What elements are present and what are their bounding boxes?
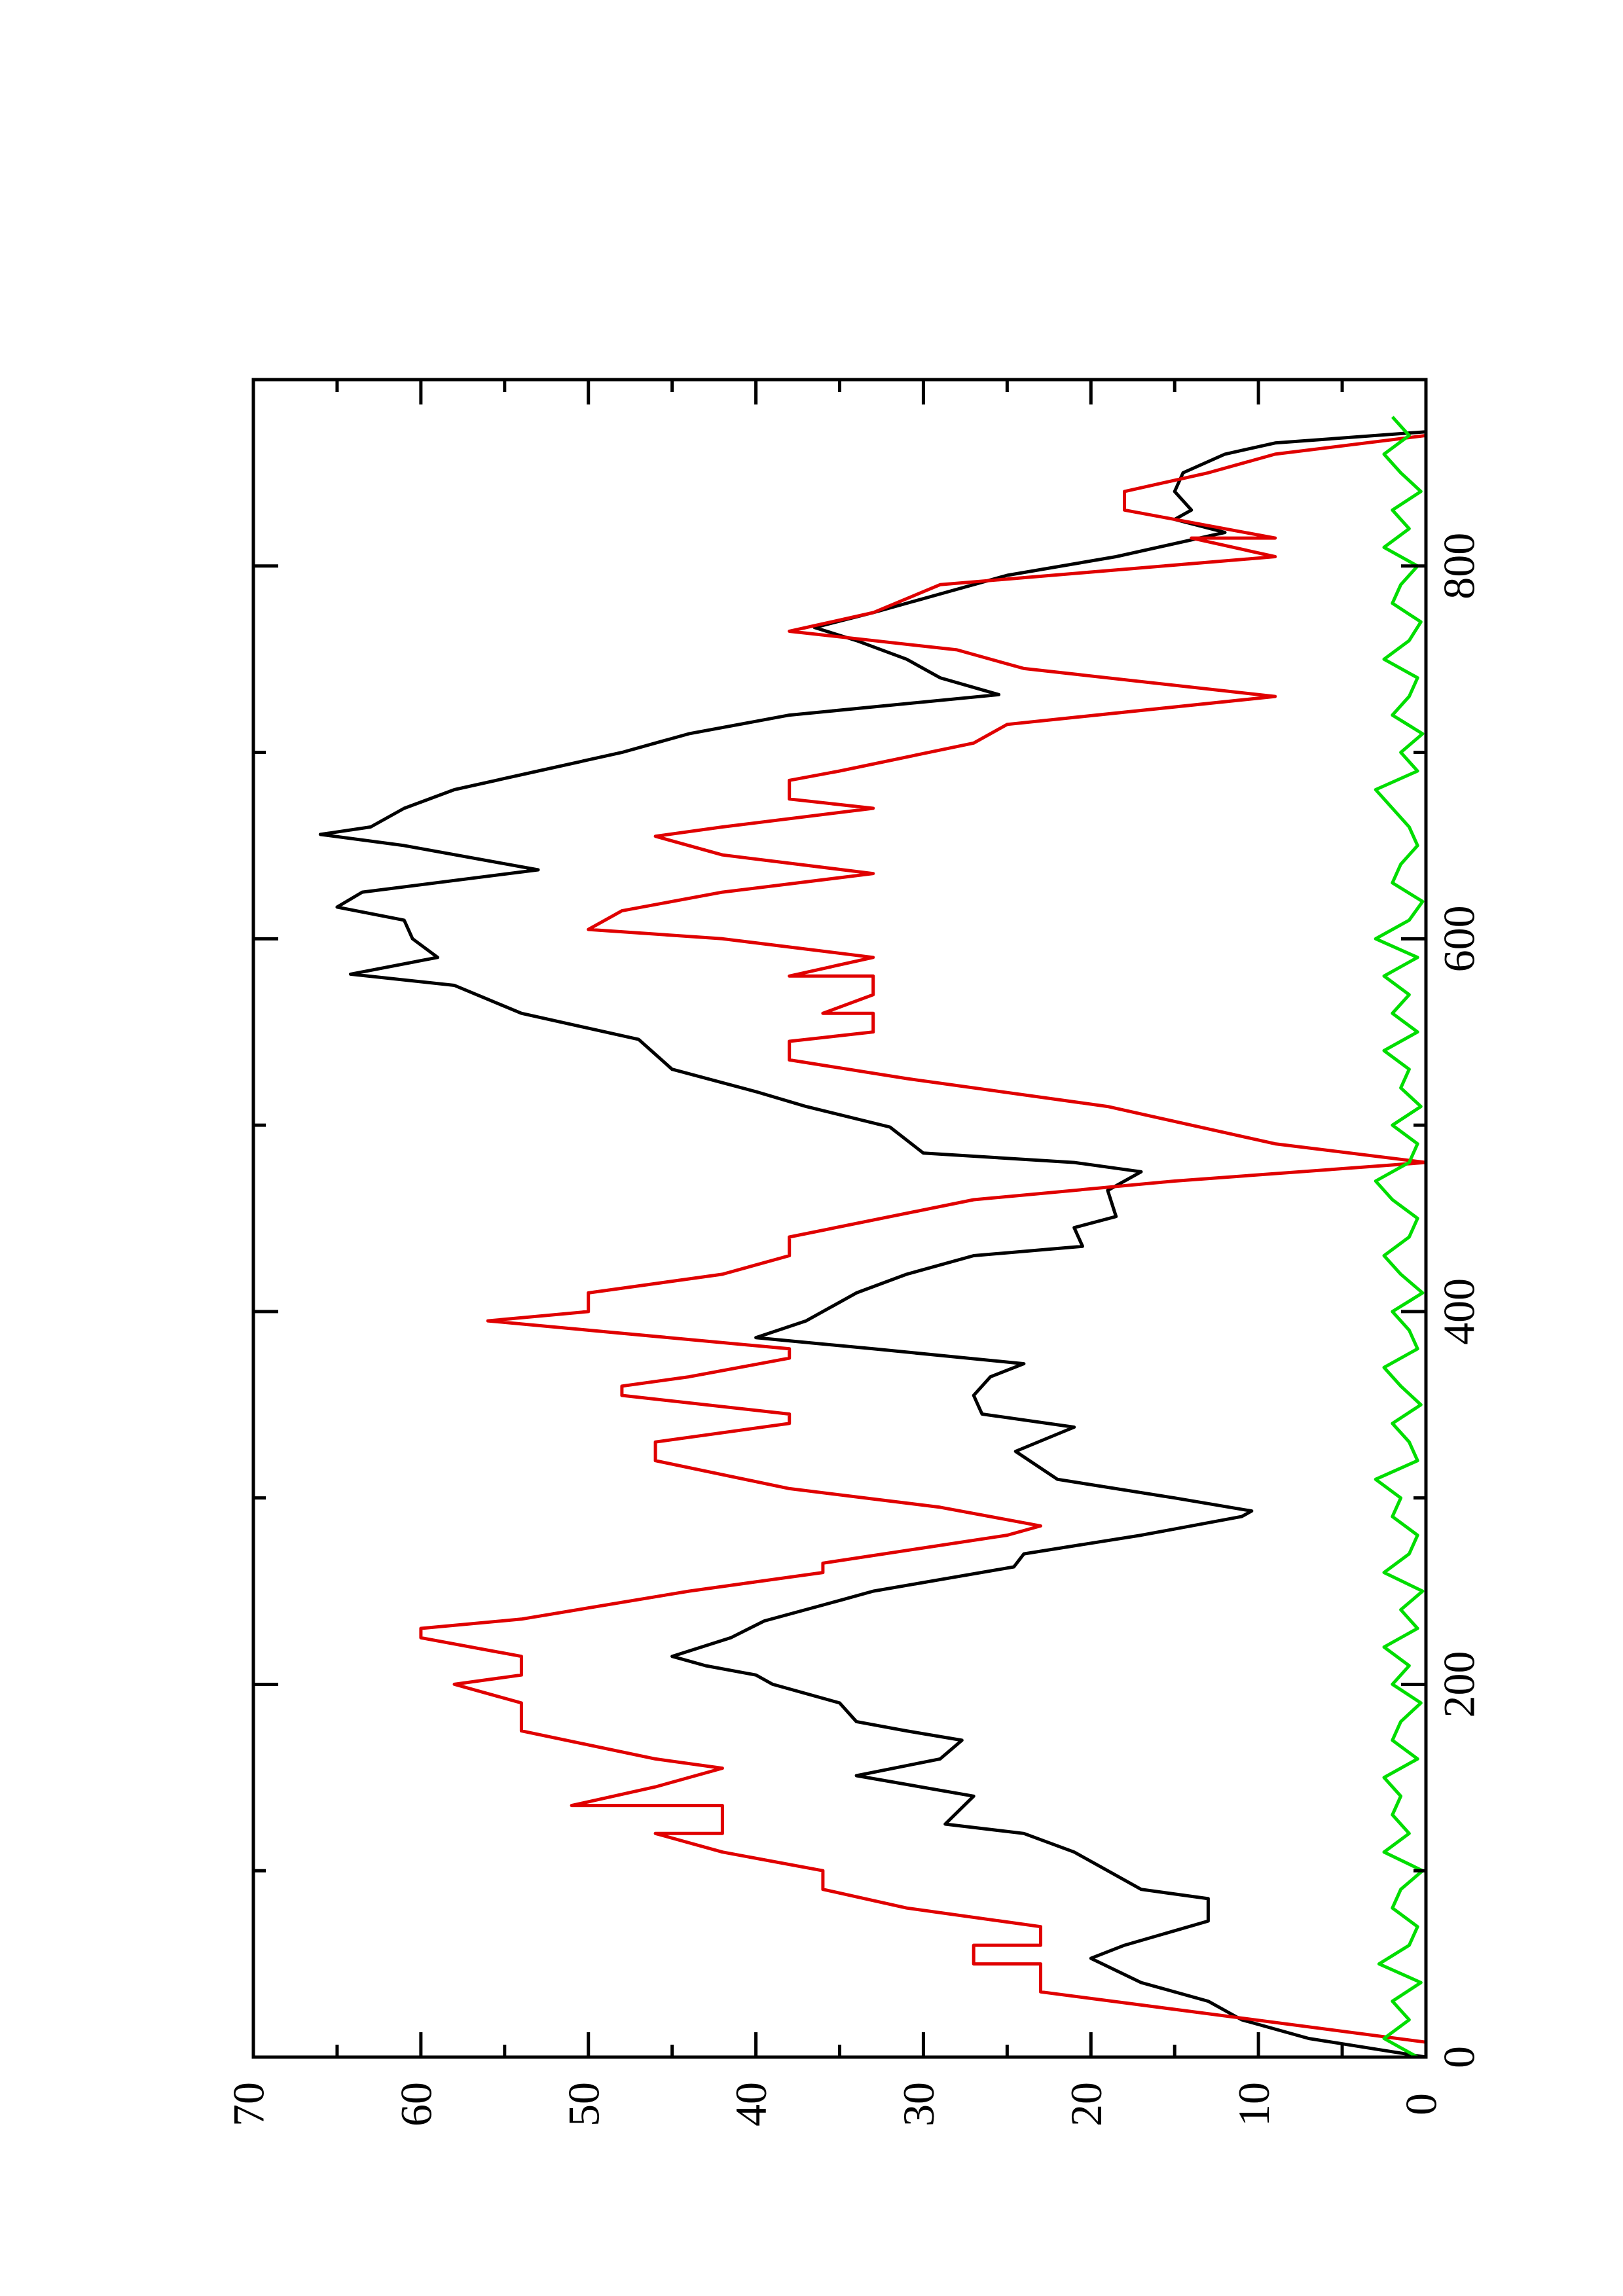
y-tick-label: 40	[726, 2082, 776, 2126]
y-tick-label: 0	[1396, 2093, 1446, 2115]
y-tick-label: 50	[558, 2082, 608, 2126]
x-tick-label: 800	[1434, 533, 1484, 600]
y-tick-label: 70	[224, 2082, 274, 2126]
data-line	[419, 433, 1428, 2044]
x-tick-label: 200	[1434, 1651, 1484, 1717]
x-tick-label: 400	[1434, 1278, 1484, 1345]
x-tick-label: 600	[1434, 905, 1484, 972]
x-tick-label: 0	[1434, 2046, 1484, 2068]
y-tick-label: 60	[391, 2082, 441, 2126]
y-tick-label: 10	[1229, 2082, 1279, 2126]
y-tick-label: 20	[1061, 2082, 1111, 2126]
data-line	[1374, 416, 1425, 2059]
data-line	[318, 430, 1427, 2059]
y-tick-label: 30	[894, 2082, 943, 2126]
